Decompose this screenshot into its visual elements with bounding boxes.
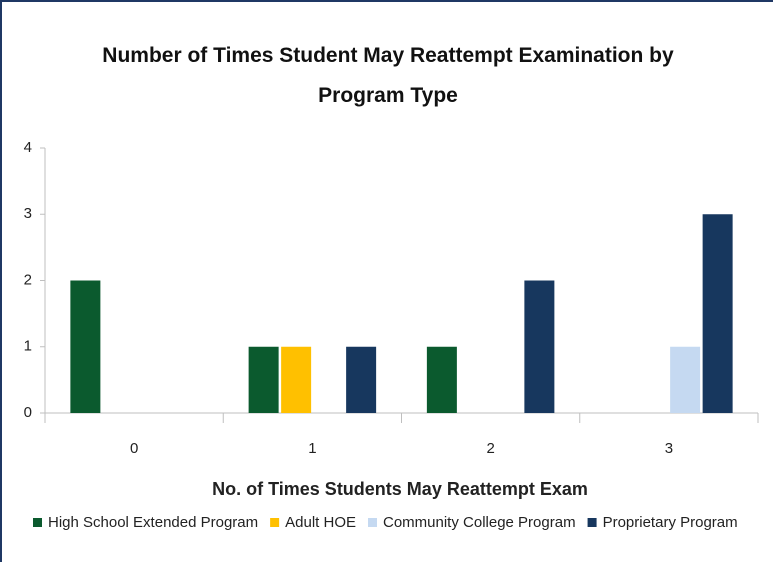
bar [70, 280, 101, 413]
legend-label: Adult HOE [285, 514, 356, 531]
bar [702, 214, 733, 413]
y-tick-label: 1 [24, 338, 32, 355]
legend-label: Proprietary Program [603, 514, 738, 531]
bar [670, 346, 701, 413]
bar [346, 346, 377, 413]
x-tick-label: 3 [665, 440, 673, 457]
bar [426, 346, 457, 413]
legend-swatch [33, 518, 42, 527]
bar [281, 346, 312, 413]
y-tick-label: 0 [24, 404, 32, 421]
x-tick-label: 2 [486, 440, 494, 457]
legend-label: High School Extended Program [48, 514, 258, 531]
x-tick-label: 1 [308, 440, 316, 457]
y-tick-label: 3 [24, 205, 32, 222]
x-tick-label: 0 [130, 440, 138, 457]
legend-swatch [587, 518, 597, 527]
legend-swatch [270, 518, 280, 527]
y-tick-label: 2 [24, 271, 32, 288]
legend-label: Community College Program [383, 514, 576, 531]
y-tick-label: 4 [24, 139, 32, 156]
x-axis-title: No. of Times Students May Reattempt Exam [212, 479, 588, 499]
legend-swatch [368, 518, 377, 527]
bar [248, 346, 279, 413]
bar [524, 280, 555, 413]
chart-title: Number of Times Student May Reattempt Ex… [102, 44, 674, 107]
